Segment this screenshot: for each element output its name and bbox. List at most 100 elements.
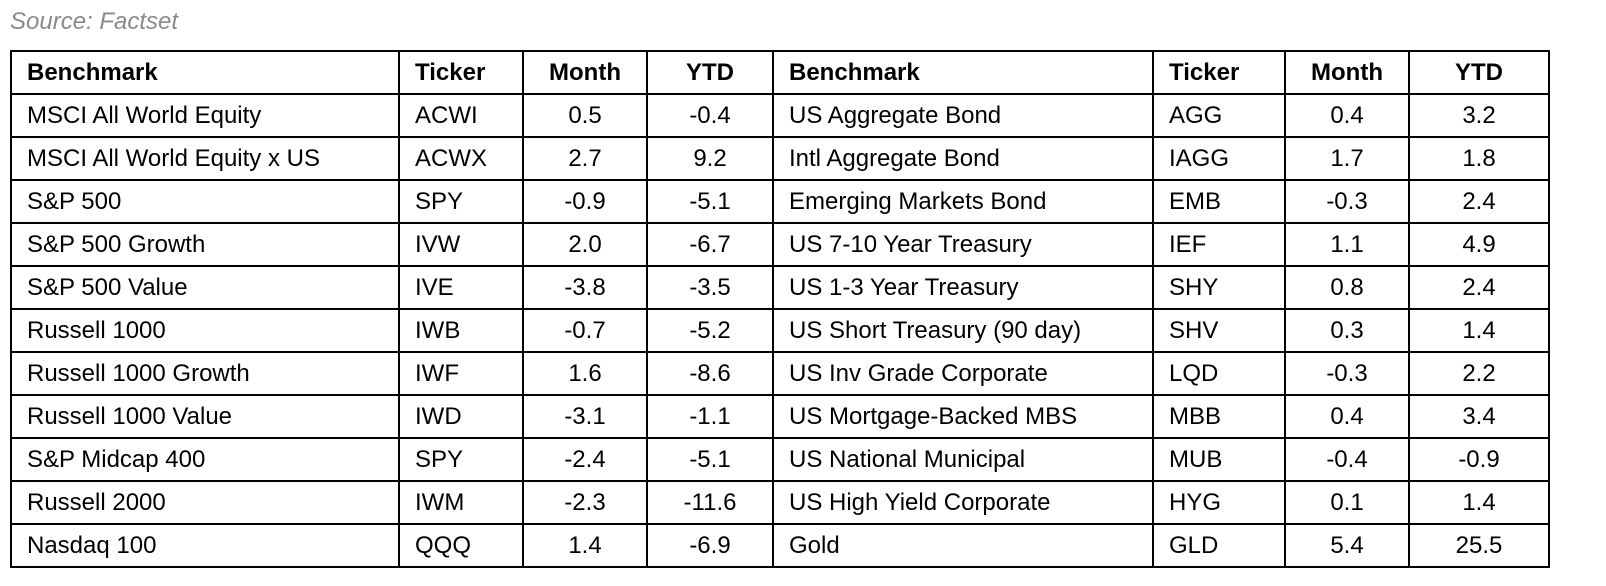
cell-month: -0.4 [1284, 437, 1410, 482]
cell-benchmark: Russell 2000 [10, 480, 400, 525]
cell-month: -3.1 [522, 394, 648, 439]
table-row: Nasdaq 100 QQQ 1.4 -6.9 Gold GLD 5.4 25.5 [10, 523, 1550, 568]
cell-month: 2.0 [522, 222, 648, 267]
cell-benchmark: Intl Aggregate Bond [772, 136, 1154, 181]
cell-benchmark: US High Yield Corporate [772, 480, 1154, 525]
cell-ytd: -5.1 [646, 437, 774, 482]
cell-ticker: IWB [398, 308, 524, 353]
header-month: Month [522, 50, 648, 95]
cell-benchmark: Nasdaq 100 [10, 523, 400, 568]
cell-benchmark: Russell 1000 Growth [10, 351, 400, 396]
cell-month: 0.1 [1284, 480, 1410, 525]
table-row: Russell 2000 IWM -2.3 -11.6 US High Yield Co… [10, 480, 1550, 525]
cell-month: 5.4 [1284, 523, 1410, 568]
cell-month: 0.5 [522, 93, 648, 138]
cell-month: 0.3 [1284, 308, 1410, 353]
header-ticker: Ticker [398, 50, 524, 95]
cell-month: -3.8 [522, 265, 648, 310]
cell-month: -2.3 [522, 480, 648, 525]
cell-ticker: SPY [398, 179, 524, 224]
cell-benchmark: S&P 500 Growth [10, 222, 400, 267]
cell-ytd: 25.5 [1408, 523, 1550, 568]
cell-ytd: -6.7 [646, 222, 774, 267]
cell-ticker: IWF [398, 351, 524, 396]
cell-benchmark: S&P Midcap 400 [10, 437, 400, 482]
cell-ytd: 1.8 [1408, 136, 1550, 181]
cell-ticker: ACWI [398, 93, 524, 138]
cell-ytd: 4.9 [1408, 222, 1550, 267]
header-benchmark: Benchmark [10, 50, 400, 95]
cell-month: 2.7 [522, 136, 648, 181]
cell-benchmark: Russell 1000 Value [10, 394, 400, 439]
cell-benchmark: MSCI All World Equity x US [10, 136, 400, 181]
cell-ticker: IVW [398, 222, 524, 267]
cell-ticker: LQD [1152, 351, 1286, 396]
table-row: S&P 500 SPY -0.9 -5.1 Emerging Markets Bond E… [10, 179, 1550, 224]
cell-ytd: 2.4 [1408, 265, 1550, 310]
cell-month: 0.4 [1284, 93, 1410, 138]
cell-ticker: IAGG [1152, 136, 1286, 181]
cell-ticker: SHV [1152, 308, 1286, 353]
table-row: Russell 1000 Value IWD -3.1 -1.1 US Mortgage… [10, 394, 1550, 439]
cell-ytd: -5.1 [646, 179, 774, 224]
cell-ticker: IWM [398, 480, 524, 525]
cell-month: -0.9 [522, 179, 648, 224]
cell-ticker: IWD [398, 394, 524, 439]
cell-month: 1.7 [1284, 136, 1410, 181]
cell-ytd: -0.9 [1408, 437, 1550, 482]
cell-benchmark: Russell 1000 [10, 308, 400, 353]
table-row: MSCI All World Equity ACWI 0.5 -0.4 US Aggre… [10, 93, 1550, 138]
cell-ytd: 2.4 [1408, 179, 1550, 224]
cell-ticker: MUB [1152, 437, 1286, 482]
cell-benchmark: US Short Treasury (90 day) [772, 308, 1154, 353]
cell-ytd: -0.4 [646, 93, 774, 138]
cell-ytd: -1.1 [646, 394, 774, 439]
cell-month: 0.4 [1284, 394, 1410, 439]
cell-ytd: 1.4 [1408, 308, 1550, 353]
cell-benchmark: US Inv Grade Corporate [772, 351, 1154, 396]
cell-benchmark: US Mortgage-Backed MBS [772, 394, 1154, 439]
cell-ticker: SHY [1152, 265, 1286, 310]
cell-ytd: 1.4 [1408, 480, 1550, 525]
cell-ytd: -5.2 [646, 308, 774, 353]
cell-ytd: 2.2 [1408, 351, 1550, 396]
cell-ytd: -11.6 [646, 480, 774, 525]
benchmark-table: Benchmark Ticker Month YTD Benchmark Tic… [10, 50, 1550, 568]
cell-ticker: ACWX [398, 136, 524, 181]
header-ytd: YTD [646, 50, 774, 95]
cell-benchmark: US 1-3 Year Treasury [772, 265, 1154, 310]
cell-month: 1.6 [522, 351, 648, 396]
cell-ytd: 9.2 [646, 136, 774, 181]
cell-benchmark: MSCI All World Equity [10, 93, 400, 138]
table-row: Russell 1000 Growth IWF 1.6 -8.6 US Inv Grad… [10, 351, 1550, 396]
cell-month: -0.3 [1284, 351, 1410, 396]
cell-ticker: EMB [1152, 179, 1286, 224]
header-month: Month [1284, 50, 1410, 95]
cell-month: -2.4 [522, 437, 648, 482]
table-row: MSCI All World Equity x US ACWX 2.7 9.2 Intl… [10, 136, 1550, 181]
cell-benchmark: Gold [772, 523, 1154, 568]
cell-month: -0.7 [522, 308, 648, 353]
cell-ytd: -8.6 [646, 351, 774, 396]
cell-ytd: 3.4 [1408, 394, 1550, 439]
cell-benchmark: US 7-10 Year Treasury [772, 222, 1154, 267]
cell-ticker: QQQ [398, 523, 524, 568]
table-row: Russell 1000 IWB -0.7 -5.2 US Short Treasury… [10, 308, 1550, 353]
cell-benchmark: Emerging Markets Bond [772, 179, 1154, 224]
cell-ytd: -6.9 [646, 523, 774, 568]
header-row: Benchmark Ticker Month YTD Benchmark Tic… [10, 50, 1550, 95]
table-row: S&P Midcap 400 SPY -2.4 -5.1 US National Mun… [10, 437, 1550, 482]
cell-ytd: -3.5 [646, 265, 774, 310]
cell-month: -0.3 [1284, 179, 1410, 224]
cell-ytd: 3.2 [1408, 93, 1550, 138]
header-benchmark: Benchmark [772, 50, 1154, 95]
cell-benchmark: US Aggregate Bond [772, 93, 1154, 138]
table-row: S&P 500 Growth IVW 2.0 -6.7 US 7-10 Year Tre… [10, 222, 1550, 267]
table-row: S&P 500 Value IVE -3.8 -3.5 US 1-3 Year Trea… [10, 265, 1550, 310]
cell-ticker: IEF [1152, 222, 1286, 267]
cell-ticker: MBB [1152, 394, 1286, 439]
cell-month: 0.8 [1284, 265, 1410, 310]
cell-ticker: GLD [1152, 523, 1286, 568]
cell-month: 1.1 [1284, 222, 1410, 267]
cell-benchmark: S&P 500 [10, 179, 400, 224]
